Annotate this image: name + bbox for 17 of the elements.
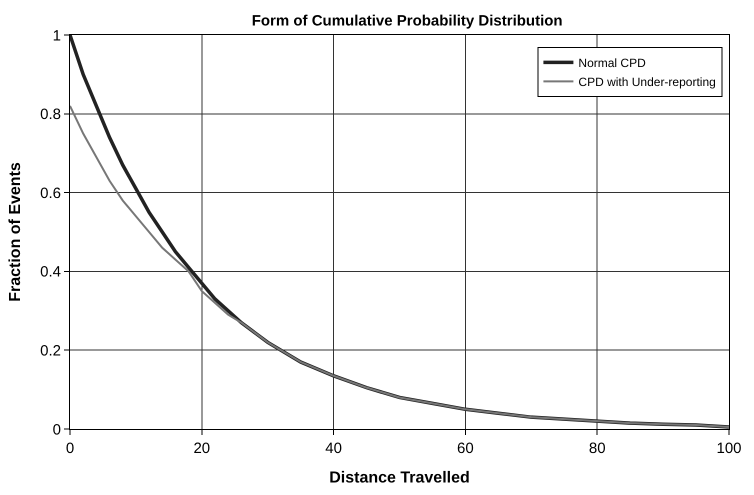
x-tick-label: 100 <box>716 440 742 457</box>
y-axis-title: Fraction of Events <box>7 162 24 302</box>
y-tick-label: 0 <box>52 421 61 438</box>
x-axis-title: Distance Travelled <box>329 470 470 487</box>
y-tick-label: 0.4 <box>40 264 61 281</box>
y-tick-label: 0.6 <box>40 184 61 202</box>
x-tick-label: 20 <box>193 440 210 457</box>
chart-title: Form of Cumulative Probability Distribution <box>252 12 563 30</box>
x-tick-label: 80 <box>588 440 606 457</box>
y-tick-label: 0.2 <box>40 342 61 360</box>
y-tick-label: 1 <box>52 27 61 44</box>
x-tick-label: 0 <box>66 440 74 457</box>
legend-label: Normal CPD <box>578 56 646 70</box>
legend-label: CPD with Under-reporting <box>578 75 716 89</box>
x-tick-label: 60 <box>457 440 474 457</box>
x-tick-label: 40 <box>325 440 342 457</box>
y-tick-label: 0.8 <box>40 106 61 124</box>
